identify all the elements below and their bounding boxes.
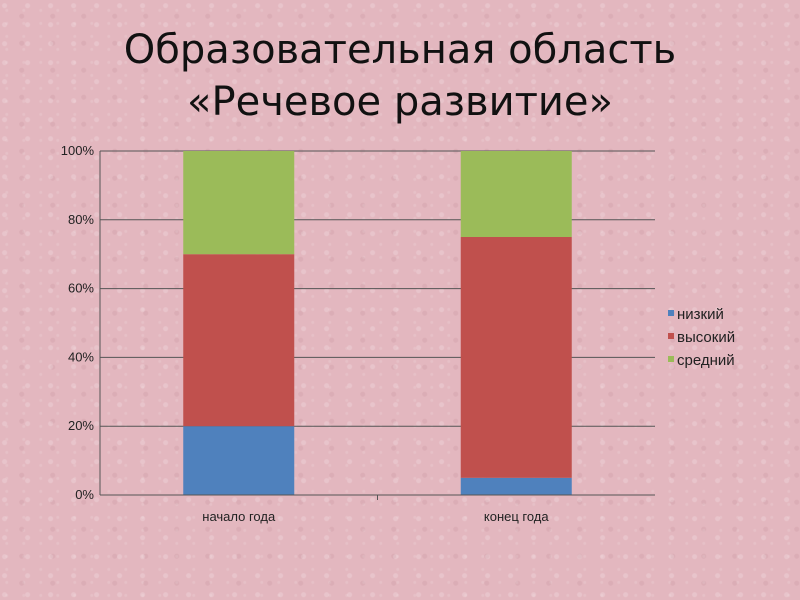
- bar-segment: [183, 426, 295, 495]
- slide-title: Образовательная область «Речевое развити…: [0, 24, 800, 128]
- y-tick-label: 80%: [68, 212, 94, 227]
- bar-segment: [183, 151, 295, 255]
- y-tick-label: 100%: [61, 143, 95, 158]
- legend: низкий высокий средний: [668, 306, 735, 369]
- y-tick-label: 0%: [75, 487, 94, 502]
- bar-segment: [460, 477, 572, 495]
- bars: [183, 151, 572, 495]
- x-category-label: конец года: [484, 509, 550, 524]
- legend-label: средний: [677, 352, 735, 369]
- legend-label: низкий: [677, 306, 724, 323]
- bar-segment: [183, 254, 295, 427]
- legend-swatch: [668, 333, 674, 339]
- title-line-2: «Речевое развитие»: [187, 79, 613, 125]
- axes: [99, 151, 655, 500]
- y-tick-label: 60%: [68, 281, 94, 296]
- legend-swatch: [668, 310, 674, 316]
- x-category-label: начало года: [202, 509, 276, 524]
- title-line-1: Образовательная область: [123, 27, 677, 73]
- legend-label: высокий: [677, 329, 735, 346]
- legend-swatch: [668, 356, 674, 362]
- tick-labels: 0% 20% 40% 60% 80% 100% начало года конец года: [61, 143, 550, 524]
- y-tick-label: 40%: [68, 349, 94, 364]
- bar-segment: [460, 151, 572, 237]
- bar-segment: [460, 237, 572, 478]
- y-tick-label: 20%: [68, 418, 94, 433]
